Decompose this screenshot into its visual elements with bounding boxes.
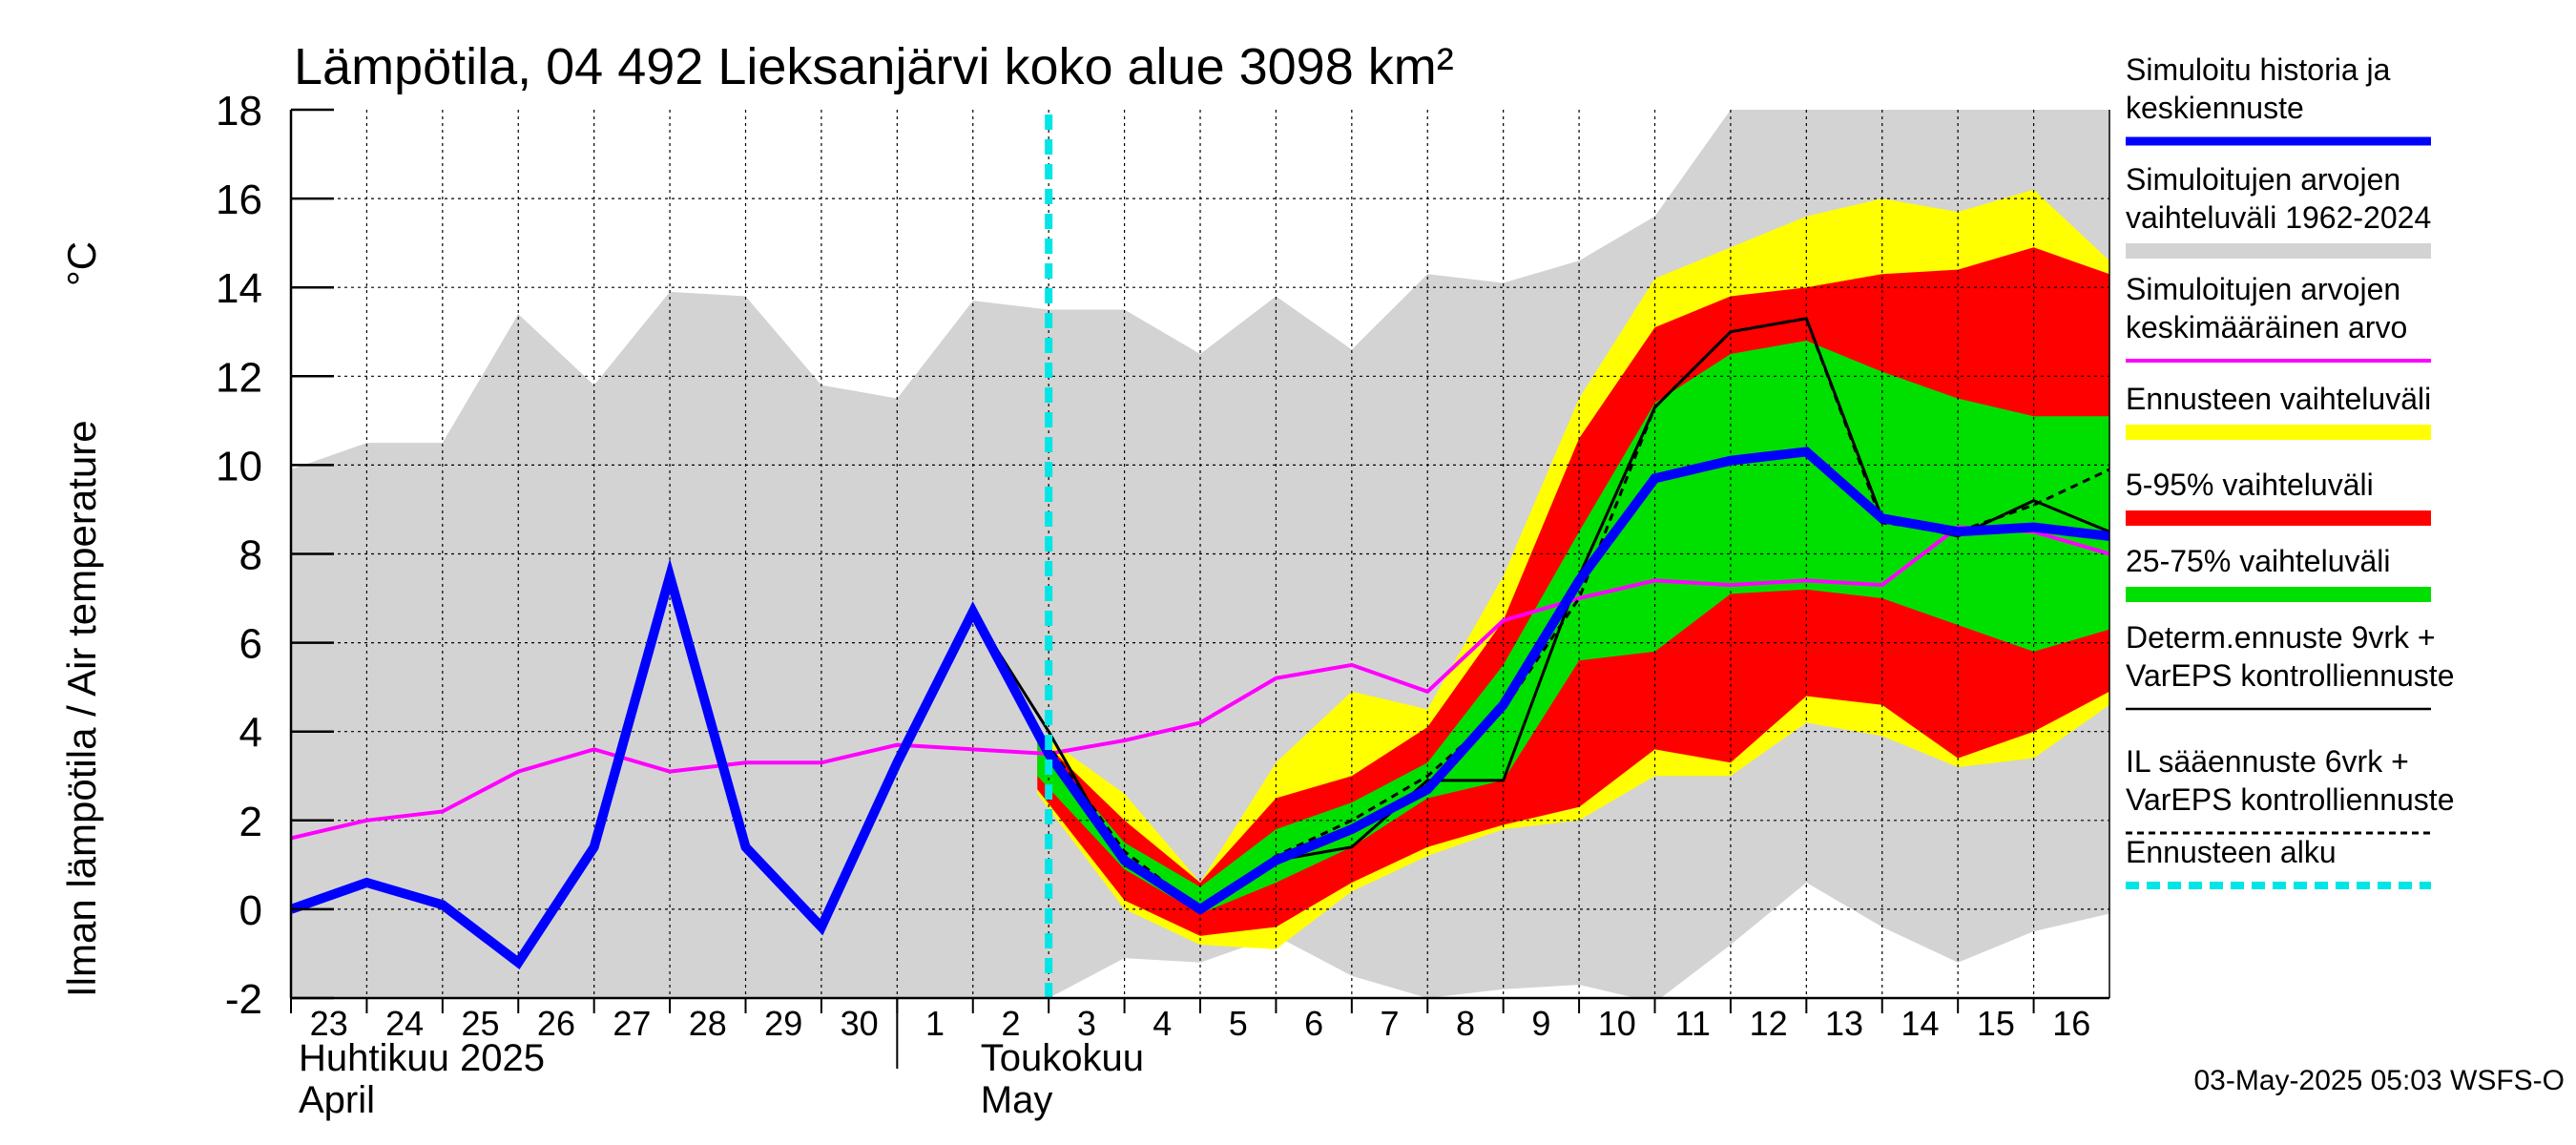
x-day-label: 8 <box>1456 1004 1475 1043</box>
legend-label: vaihteluväli 1962-2024 <box>2126 200 2431 235</box>
y-tick-label: 4 <box>239 710 262 757</box>
x-day-label: 12 <box>1750 1004 1788 1043</box>
x-day-label: 7 <box>1381 1004 1400 1043</box>
x-day-label: 6 <box>1304 1004 1323 1043</box>
month-label-en: May <box>981 1079 1053 1121</box>
month-label-en: April <box>299 1079 375 1121</box>
x-day-label: 10 <box>1598 1004 1636 1043</box>
mean-line <box>291 525 2109 841</box>
y-tick-label: 14 <box>216 265 262 312</box>
x-day-label: 26 <box>537 1004 575 1043</box>
month-label-fi: Huhtikuu 2025 <box>299 1037 545 1079</box>
x-day-label: 25 <box>462 1004 500 1043</box>
y-tick-label: 8 <box>239 532 262 579</box>
y-tick-label: -2 <box>225 976 262 1023</box>
y-tick-label: 2 <box>239 799 262 845</box>
x-day-label: 2 <box>1001 1004 1020 1043</box>
legend-label: Determ.ennuste 9vrk + <box>2126 620 2436 655</box>
y-tick-label: 6 <box>239 621 262 668</box>
x-day-label: 5 <box>1229 1004 1248 1043</box>
y-tick-label: 0 <box>239 887 262 934</box>
legend-label: keskiennuste <box>2126 91 2304 125</box>
legend-label: Ennusteen alku <box>2126 835 2337 869</box>
legend-label: keskimääräinen arvo <box>2126 310 2407 344</box>
legend-swatch <box>2126 425 2431 440</box>
y-tick-label: 12 <box>216 354 262 401</box>
legend-swatch <box>2126 587 2431 602</box>
legend-label: IL sääennuste 6vrk + <box>2126 744 2409 779</box>
legend-label: Simuloitujen arvojen <box>2126 272 2400 306</box>
y-axis-unit: °C <box>59 241 104 286</box>
x-day-label: 1 <box>925 1004 945 1043</box>
legend-label: 5-95% vaihteluväli <box>2126 468 2374 502</box>
x-day-label: 3 <box>1077 1004 1096 1043</box>
x-day-label: 28 <box>689 1004 727 1043</box>
x-day-label: 23 <box>310 1004 348 1043</box>
legend-swatch <box>2126 510 2431 526</box>
legend-label: Simuloitujen arvojen <box>2126 162 2400 197</box>
grid-layer <box>291 110 2109 998</box>
chart-title: Lämpötila, 04 492 Lieksanjärvi koko alue… <box>294 38 1454 95</box>
y-tick-label: 10 <box>216 443 262 489</box>
x-day-label: 24 <box>385 1004 424 1043</box>
x-day-label: 15 <box>1977 1004 2015 1043</box>
x-day-label: 29 <box>764 1004 802 1043</box>
line-layer <box>291 114 2109 998</box>
y-tick-label: 16 <box>216 177 262 223</box>
y-axis-label: Ilman lämpötila / Air temperature <box>59 420 104 997</box>
legend: Simuloitu historia ja keskiennuste Simuloi… <box>2126 52 2454 889</box>
simulated-line <box>291 447 2109 969</box>
x-day-label: 27 <box>613 1004 651 1043</box>
x-day-label: 13 <box>1825 1004 1863 1043</box>
x-day-label: 16 <box>2052 1004 2090 1043</box>
legend-swatch <box>2126 243 2431 259</box>
x-day-label: 11 <box>1675 1004 1711 1043</box>
legend-label: Ennusteen vaihteluväli <box>2126 382 2431 416</box>
legend-label: VarEPS kontrolliennuste <box>2126 782 2454 817</box>
legend-label: VarEPS kontrolliennuste <box>2126 658 2454 693</box>
month-label-fi: Toukokuu <box>981 1037 1144 1079</box>
x-day-label: 14 <box>1901 1004 1939 1043</box>
y-tick-label: 18 <box>216 88 262 135</box>
legend-label: 25-75% vaihteluväli <box>2126 544 2391 578</box>
x-day-label: 9 <box>1531 1004 1550 1043</box>
x-day-label: 30 <box>841 1004 879 1043</box>
legend-label: Simuloitu historia ja <box>2126 52 2391 87</box>
timestamp: 03-May-2025 05:03 WSFS-O <box>2194 1065 2566 1096</box>
x-day-label: 4 <box>1153 1004 1172 1043</box>
